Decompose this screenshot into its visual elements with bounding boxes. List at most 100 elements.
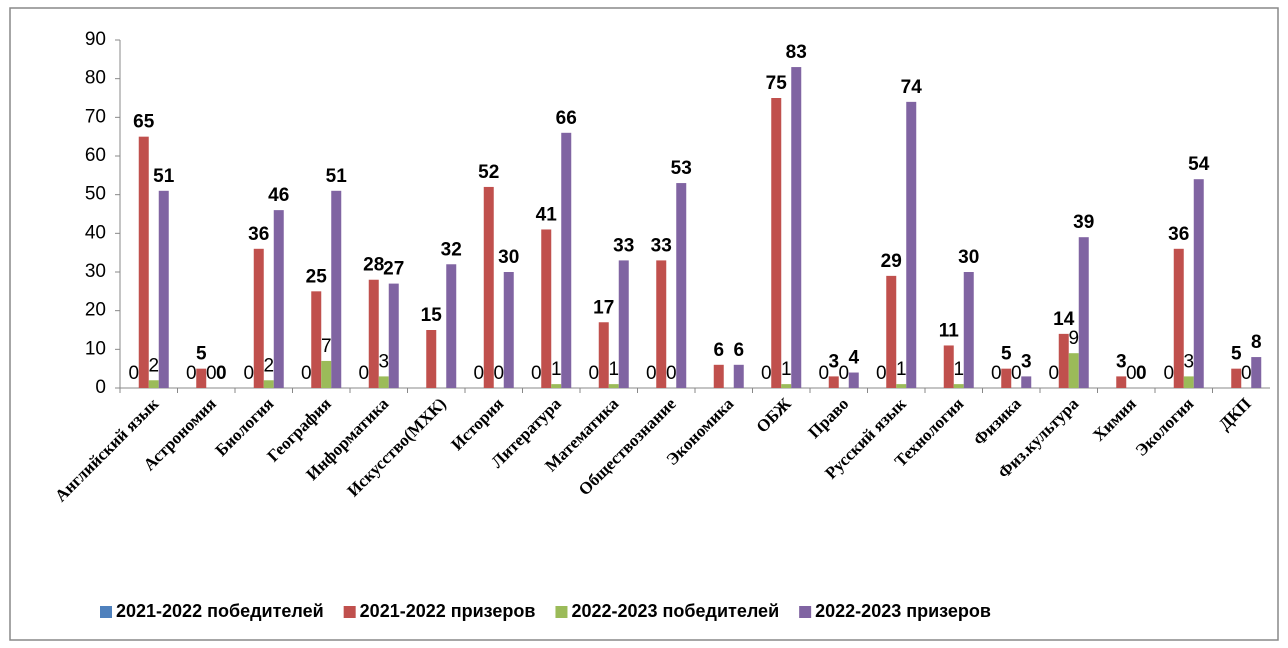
bar (138, 136, 149, 388)
value-label: 0 (1163, 363, 1174, 384)
value-label: 0 (818, 363, 829, 384)
legend-label: 2022-2023 победителей (571, 601, 779, 621)
legend-label: 2021-2022 победителей (116, 601, 324, 621)
value-label: 0 (216, 363, 227, 384)
value-label: 9 (1068, 328, 1079, 349)
y-tick-label: 10 (85, 338, 106, 359)
bar (608, 384, 619, 388)
bar (311, 291, 322, 388)
value-label: 32 (441, 239, 462, 260)
value-label: 30 (958, 247, 979, 268)
value-label: 5 (196, 344, 207, 365)
value-label: 15 (421, 305, 443, 326)
y-tick-label: 40 (85, 222, 106, 243)
value-label: 74 (901, 77, 923, 98)
bar (253, 248, 264, 388)
bar (886, 275, 897, 388)
bar (388, 283, 399, 388)
value-label: 1 (953, 359, 964, 380)
bar (426, 330, 437, 388)
value-label: 8 (1251, 332, 1262, 353)
bar (321, 360, 332, 388)
bar (158, 190, 169, 388)
value-label: 0 (666, 363, 677, 384)
value-label: 0 (243, 363, 254, 384)
value-label: 17 (593, 297, 614, 318)
y-tick-label: 30 (85, 261, 106, 282)
value-label: 5 (1231, 344, 1242, 365)
bar (541, 229, 552, 388)
bar (1173, 248, 1184, 388)
bar (1058, 333, 1069, 388)
y-tick-label: 90 (85, 29, 106, 50)
value-label: 51 (153, 166, 175, 187)
value-label: 7 (321, 336, 332, 357)
value-label: 0 (1126, 363, 1137, 384)
bar (263, 380, 274, 388)
bar (963, 272, 974, 388)
value-label: 0 (531, 363, 542, 384)
value-label: 1 (896, 359, 907, 380)
value-label: 53 (671, 158, 692, 179)
y-tick-label: 20 (85, 300, 106, 321)
bar (656, 260, 667, 388)
bar (446, 264, 457, 388)
value-label: 52 (478, 162, 499, 183)
bar (953, 384, 964, 388)
y-tick-label: 50 (85, 184, 106, 205)
value-label: 2 (263, 355, 274, 376)
bar (713, 364, 724, 388)
bar (676, 183, 687, 388)
bar (551, 384, 562, 388)
bar (781, 384, 792, 388)
value-label: 75 (766, 73, 788, 94)
legend-label: 2022-2023 призеров (815, 601, 991, 621)
y-tick-label: 60 (85, 145, 106, 166)
bar (1068, 353, 1079, 388)
bar (331, 190, 342, 388)
value-label: 1 (781, 359, 792, 380)
value-label: 0 (206, 363, 217, 384)
value-label: 0 (128, 363, 139, 384)
value-label: 0 (493, 363, 504, 384)
bar (943, 345, 954, 388)
bar (733, 364, 744, 388)
value-label: 0 (1136, 363, 1147, 384)
legend-swatch (343, 606, 356, 618)
value-label: 36 (1168, 224, 1189, 245)
bar (906, 101, 917, 388)
value-label: 2 (148, 355, 159, 376)
y-tick-label: 0 (95, 377, 106, 398)
value-label: 30 (498, 247, 519, 268)
bar (791, 67, 802, 389)
value-label: 0 (1241, 363, 1252, 384)
value-label: 0 (1011, 363, 1022, 384)
value-label: 36 (248, 224, 269, 245)
value-label: 83 (786, 42, 807, 63)
bar (771, 98, 782, 388)
bar (848, 372, 859, 388)
value-label: 25 (306, 266, 328, 287)
value-label: 39 (1073, 212, 1094, 233)
bar (503, 272, 514, 388)
legend-label: 2021-2022 призеров (360, 601, 536, 621)
value-label: 4 (848, 348, 859, 369)
bar (1001, 368, 1012, 388)
value-label: 0 (876, 363, 887, 384)
value-label: 3 (378, 351, 389, 372)
legend-swatch (799, 606, 812, 618)
bar (828, 376, 839, 388)
value-label: 6 (733, 340, 744, 361)
value-label: 0 (761, 363, 772, 384)
bar (618, 260, 629, 388)
value-label: 5 (1001, 344, 1012, 365)
bar (483, 186, 494, 388)
value-label: 3 (1021, 351, 1032, 372)
value-label: 66 (556, 108, 577, 129)
value-label: 1 (551, 359, 562, 380)
value-label: 0 (358, 363, 369, 384)
value-label: 0 (588, 363, 599, 384)
legend-swatch (100, 606, 112, 618)
bar (148, 380, 159, 388)
